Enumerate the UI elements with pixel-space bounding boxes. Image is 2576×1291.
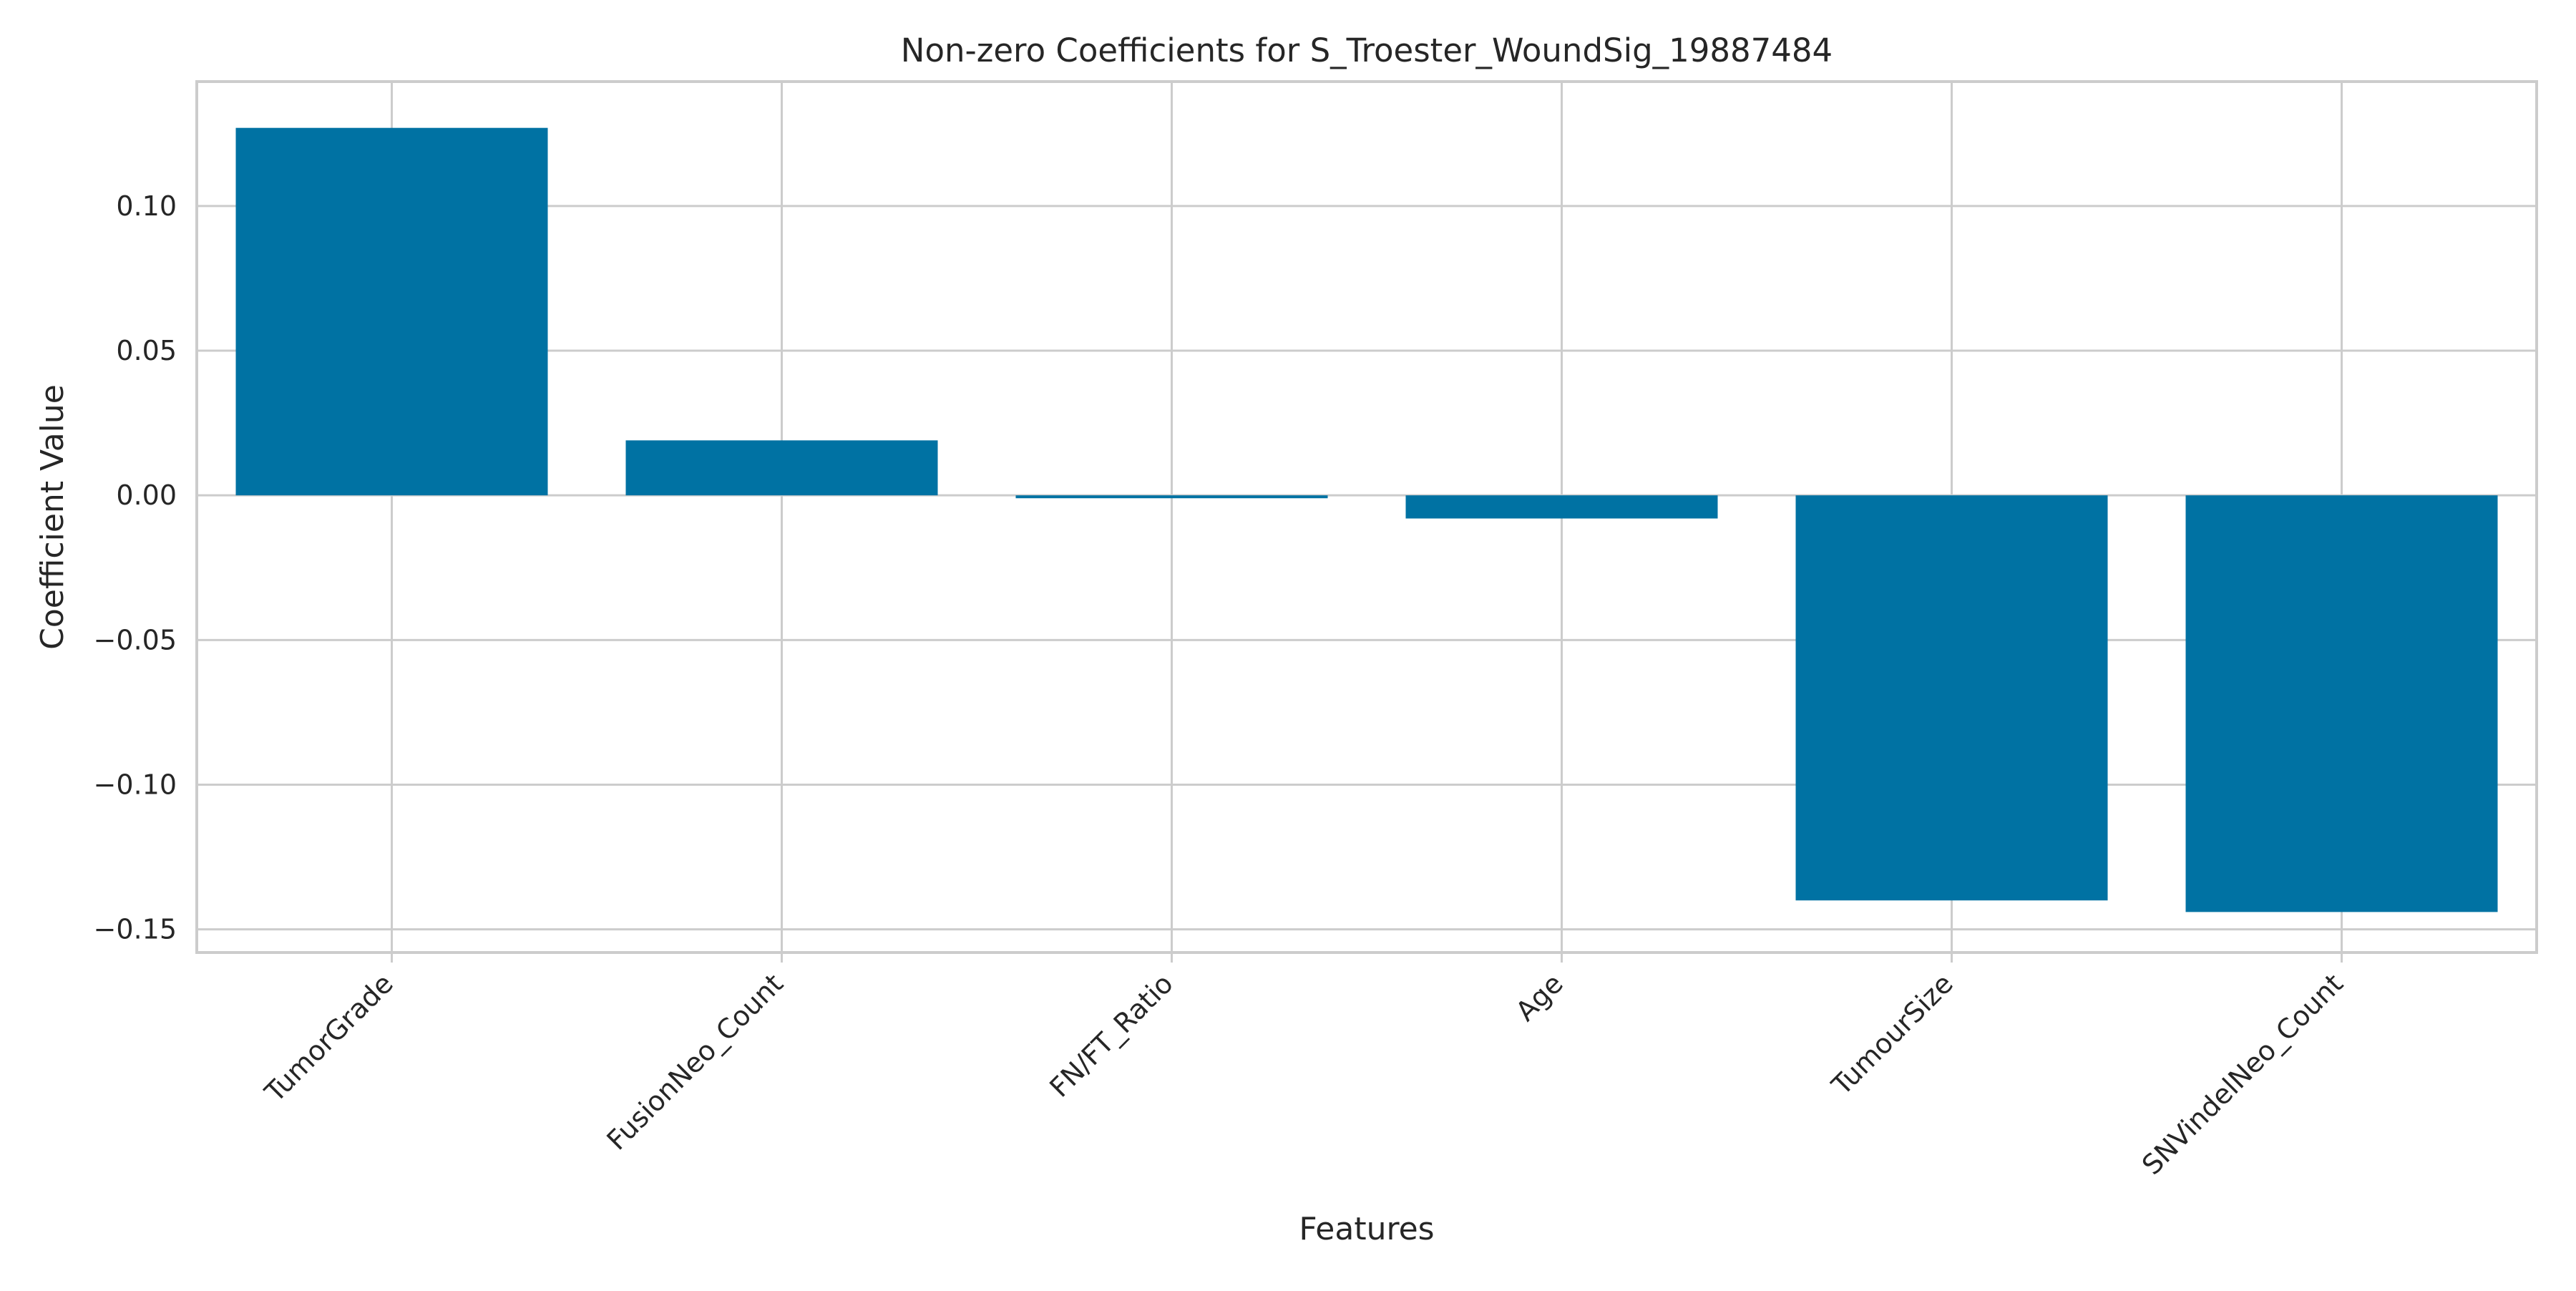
y-axis-ticks: 0.10 0.05 0.00 −0.05 −0.10 −0.15 (94, 190, 177, 945)
x-tick-label: FusionNeo_Count (600, 968, 789, 1156)
y-tick-label: 0.10 (116, 190, 177, 222)
x-tick-label: TumorGrade (258, 968, 399, 1109)
chart-title: Non-zero Coefficients for S_Troester_Wou… (901, 31, 1833, 69)
bar (2185, 495, 2498, 912)
x-axis-ticks: TumorGrade FusionNeo_Count FN/FT_Ratio Age T… (258, 953, 2349, 1181)
bar (625, 440, 938, 496)
bar (1015, 495, 1328, 499)
x-tick-label: Age (1510, 968, 1569, 1027)
y-tick-label: 0.00 (116, 479, 177, 511)
plot-frame (195, 80, 2538, 954)
bar (1405, 495, 1718, 519)
x-tick-label: SNVindelNeo_Count (2136, 968, 2349, 1181)
y-tick-label: −0.10 (94, 769, 177, 800)
bar (235, 127, 548, 496)
x-tick-label: FN/FT_Ratio (1043, 968, 1179, 1104)
x-axis-label: Features (1299, 1211, 1434, 1247)
y-tick-label: 0.05 (116, 335, 177, 366)
bar (1795, 495, 2108, 901)
grid-layer (197, 82, 2537, 953)
y-tick-label: −0.15 (94, 914, 177, 945)
y-axis-label: Coefficient Value (34, 384, 71, 650)
x-tick-label: TumourSize (1825, 968, 1959, 1101)
y-tick-label: −0.05 (94, 624, 177, 656)
bars-layer (235, 127, 2498, 912)
